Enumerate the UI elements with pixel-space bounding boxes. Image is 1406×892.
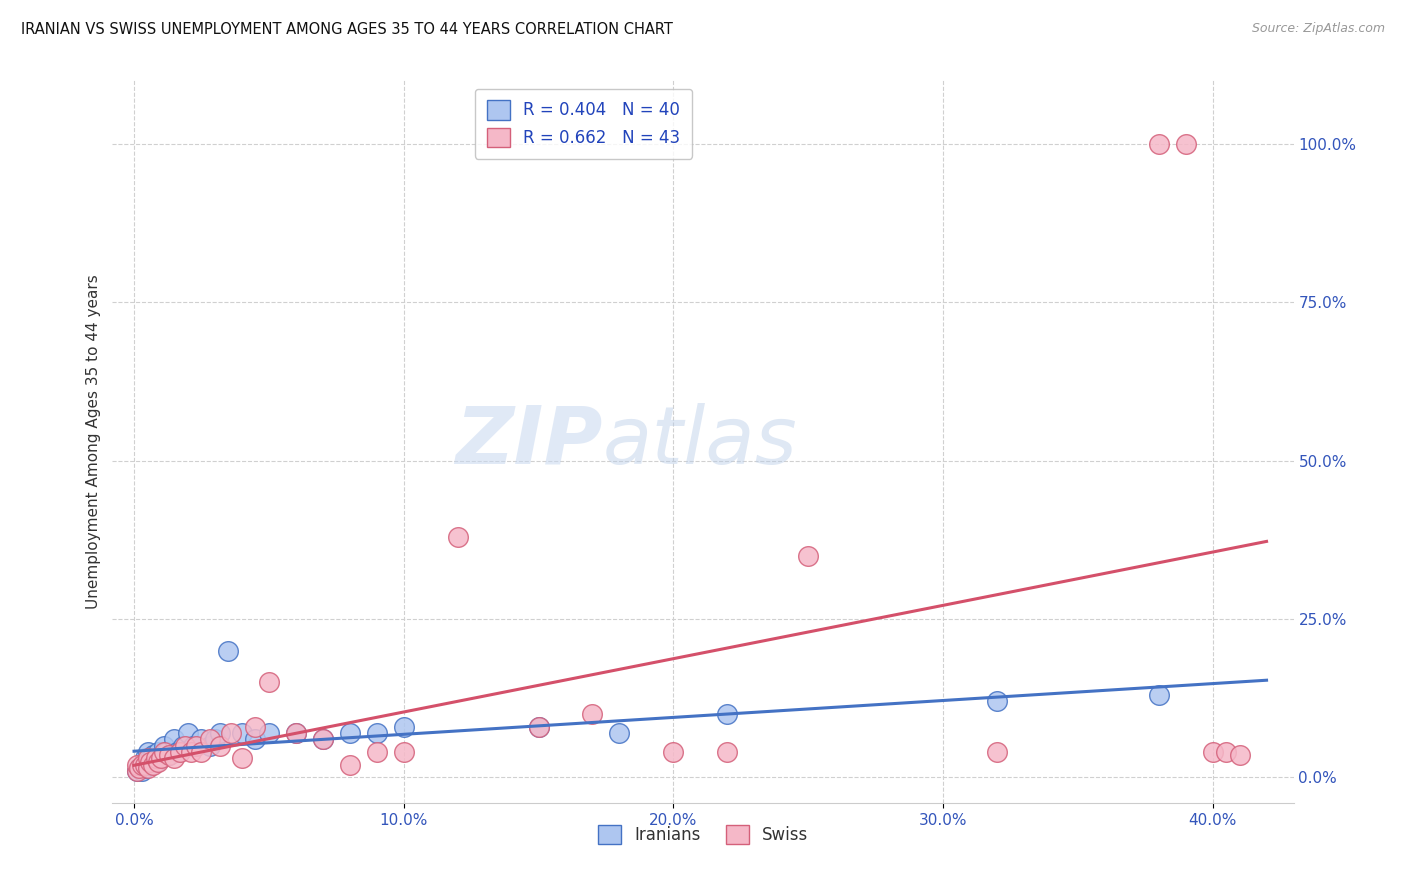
Point — [134, 751, 156, 765]
Point — [609, 726, 631, 740]
Point — [716, 707, 738, 722]
Point — [128, 761, 150, 775]
Point — [284, 726, 307, 740]
Point — [392, 720, 415, 734]
Point — [209, 739, 232, 753]
Text: Source: ZipAtlas.com: Source: ZipAtlas.com — [1251, 22, 1385, 36]
Point — [139, 755, 162, 769]
Point — [183, 739, 205, 753]
Point — [986, 745, 1008, 759]
Point — [172, 739, 194, 753]
Point — [245, 720, 267, 734]
Point — [1201, 745, 1223, 759]
Point — [1147, 136, 1170, 151]
Point — [163, 751, 186, 765]
Point — [392, 745, 415, 759]
Text: ZIP: ZIP — [456, 402, 603, 481]
Point — [125, 757, 148, 772]
Point — [150, 751, 173, 765]
Point — [177, 726, 200, 740]
Point — [157, 748, 180, 763]
Point — [339, 726, 361, 740]
Point — [581, 707, 603, 722]
Point — [131, 757, 153, 772]
Point — [190, 745, 212, 759]
Point — [136, 745, 159, 759]
Point — [231, 751, 253, 765]
Point — [662, 745, 685, 759]
Point — [174, 739, 197, 753]
Y-axis label: Unemployment Among Ages 35 to 44 years: Unemployment Among Ages 35 to 44 years — [86, 274, 101, 609]
Point — [1215, 745, 1237, 759]
Point — [180, 745, 202, 759]
Point — [1147, 688, 1170, 702]
Point — [209, 726, 232, 740]
Point — [184, 739, 207, 753]
Point — [198, 732, 221, 747]
Point — [257, 675, 280, 690]
Point — [136, 751, 159, 765]
Point — [366, 745, 388, 759]
Point — [125, 764, 148, 778]
Point — [155, 745, 177, 759]
Point — [125, 764, 148, 778]
Point — [134, 757, 156, 772]
Point — [217, 643, 239, 657]
Point — [142, 757, 165, 772]
Point — [163, 732, 186, 747]
Text: atlas: atlas — [603, 402, 797, 481]
Point — [366, 726, 388, 740]
Point — [169, 745, 191, 759]
Point — [446, 530, 468, 544]
Legend: Iranians, Swiss: Iranians, Swiss — [589, 816, 817, 852]
Point — [139, 757, 162, 772]
Point — [136, 761, 159, 775]
Point — [145, 751, 167, 765]
Point — [797, 549, 820, 563]
Point — [131, 764, 153, 778]
Point — [150, 751, 173, 765]
Point — [716, 745, 738, 759]
Point — [157, 748, 180, 763]
Point — [527, 720, 550, 734]
Point — [139, 751, 162, 765]
Point — [148, 755, 170, 769]
Point — [231, 726, 253, 740]
Point — [257, 726, 280, 740]
Point — [134, 761, 156, 775]
Text: IRANIAN VS SWISS UNEMPLOYMENT AMONG AGES 35 TO 44 YEARS CORRELATION CHART: IRANIAN VS SWISS UNEMPLOYMENT AMONG AGES… — [21, 22, 673, 37]
Point — [128, 761, 150, 775]
Point — [142, 748, 165, 763]
Point — [166, 745, 188, 759]
Point — [190, 732, 212, 747]
Point — [339, 757, 361, 772]
Point — [527, 720, 550, 734]
Point — [148, 745, 170, 759]
Point — [284, 726, 307, 740]
Point — [131, 757, 153, 772]
Point — [312, 732, 335, 747]
Point — [1174, 136, 1197, 151]
Point — [204, 732, 226, 747]
Point — [145, 755, 167, 769]
Point — [219, 726, 242, 740]
Point — [198, 739, 221, 753]
Point — [1229, 748, 1251, 763]
Point — [136, 757, 159, 772]
Point — [152, 745, 174, 759]
Point — [312, 732, 335, 747]
Point — [245, 732, 267, 747]
Point — [152, 739, 174, 753]
Point — [986, 694, 1008, 708]
